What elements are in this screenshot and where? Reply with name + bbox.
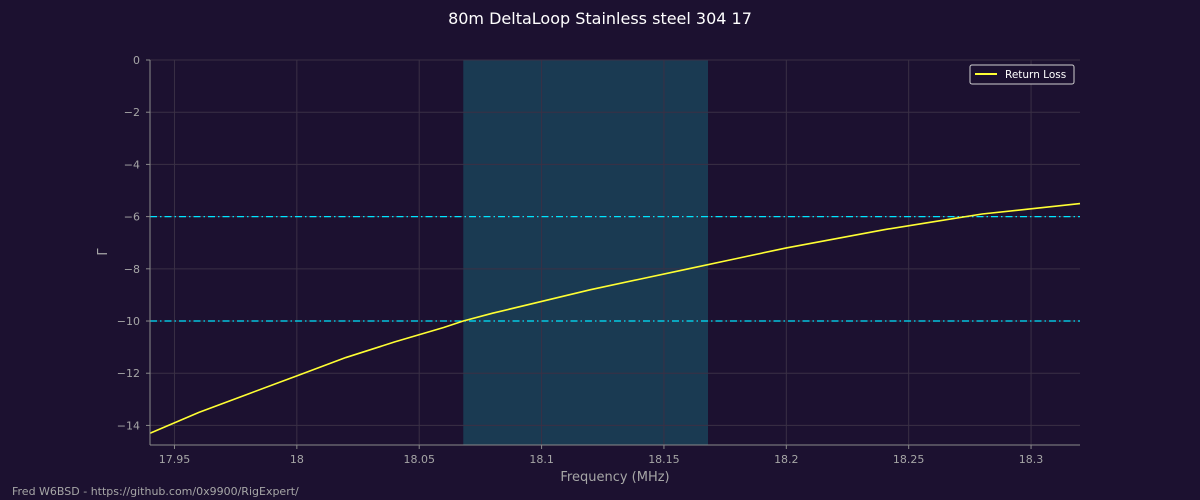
y-tick-label-2: −4: [124, 158, 140, 171]
axes-layer: [149, 60, 1080, 446]
y-tick-label-7: −14: [117, 419, 140, 432]
legend-label-return-loss: Return Loss: [1005, 69, 1066, 81]
y-tick-label-1: −2: [124, 106, 140, 119]
y-tick-labels: 0 −2 −4 −6 −8 −10 −12 −14: [117, 54, 150, 432]
reference-lines-layer: [150, 216, 1080, 322]
x-tick-label-5: 18.2: [774, 453, 799, 466]
x-tick-label-1: 18: [290, 453, 304, 466]
x-tick-label-7: 18.3: [1019, 453, 1044, 466]
y-tick-label-3: −6: [124, 211, 140, 224]
x-tick-label-6: 18.25: [893, 453, 925, 466]
legend: Return Loss: [969, 64, 1075, 85]
y-tick-label-5: −10: [117, 315, 140, 328]
series-layer: [149, 202, 1081, 434]
x-tick-label-0: 17.95: [159, 453, 191, 466]
chart-title: 80m DeltaLoop Stainless steel 304 17: [448, 9, 752, 28]
x-tick-label-2: 18.05: [403, 453, 435, 466]
y-axis-label: Γ: [96, 248, 111, 256]
series-line-return-loss: [149, 202, 1081, 434]
highlight-band-layer: [463, 60, 708, 445]
x-axis-label: Frequency (MHz): [560, 470, 669, 485]
highlight-band: [463, 60, 708, 445]
x-tick-labels: 17.95 18 18.05 18.1 18.15 18.2 18.25 18.3: [159, 445, 1044, 466]
y-tick-label-0: 0: [133, 54, 140, 67]
legend-box: [969, 64, 1075, 85]
x-tick-label-4: 18.15: [648, 453, 680, 466]
y-tick-label-6: −12: [117, 367, 140, 380]
footer-credit: Fred W6BSD - https://github.com/0x9900/R…: [12, 485, 299, 498]
y-tick-label-4: −8: [124, 263, 140, 276]
x-tick-label-3: 18.1: [529, 453, 554, 466]
